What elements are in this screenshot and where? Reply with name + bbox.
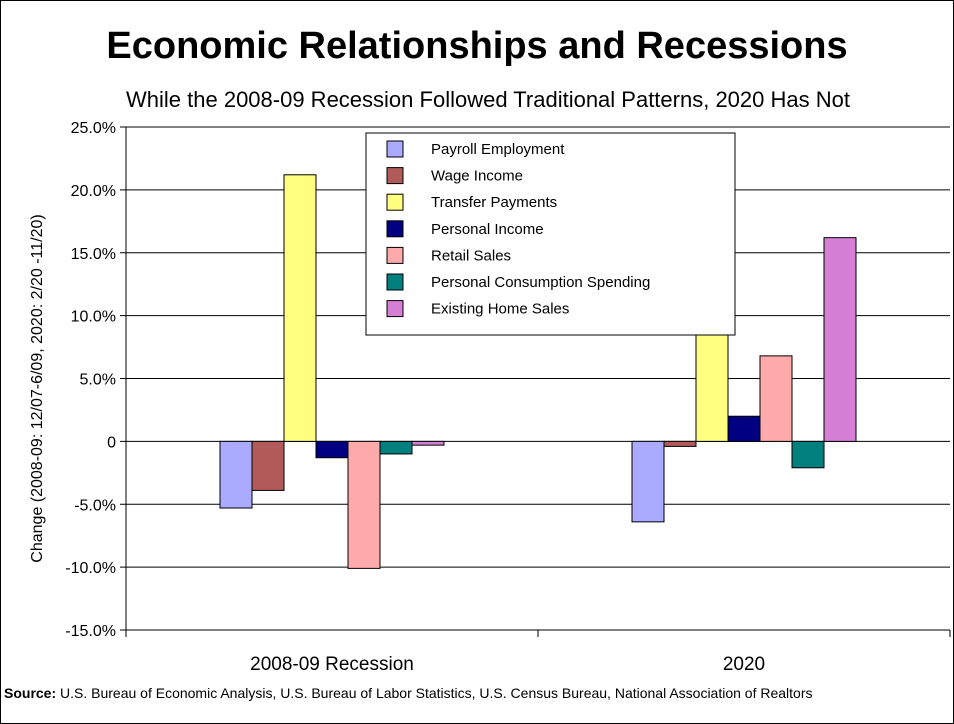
y-tick-label: 10.0% [71,309,116,326]
source-text: U.S. Bureau of Economic Analysis, U.S. B… [60,685,813,701]
legend-swatch [386,193,404,211]
bar [823,237,857,442]
bar [219,440,253,509]
y-tick-label: 5.0% [80,372,116,389]
source-note: Source: U.S. Bureau of Economic Analysis… [4,685,934,702]
legend-label: Transfer Payments [431,194,557,211]
legend-label: Payroll Employment [431,141,565,158]
y-tick-label: -15.0% [65,623,116,640]
y-tick-label: 15.0% [71,246,116,263]
bar [663,440,697,447]
legend-swatch [386,167,404,185]
legend-box [365,132,736,336]
bar [791,440,825,469]
legend-label: Existing Home Sales [431,301,569,318]
legend-swatch [386,140,404,158]
legend-swatch [386,273,404,291]
chart-subtitle: While the 2008-09 Recession Followed Tra… [126,87,850,112]
bar [759,355,793,442]
y-axis-label: Change (2008-09: 12/07-6/09, 2020: 2/20 … [29,214,46,562]
legend-label: Personal Consumption Spending [431,274,650,291]
legend-swatch [386,300,404,318]
bar [379,440,413,455]
bar [347,440,381,569]
x-tick-label: 2020 [723,654,765,675]
x-tick-label: 2008-09 Recession [250,654,414,675]
y-tick-label: 0 [107,434,116,451]
chart-title: Economic Relationships and Recessions [106,25,847,67]
bar [251,440,285,491]
y-tick-label: -5.0% [74,497,116,514]
legend-swatch [386,220,404,238]
bar [283,174,317,442]
y-tick-label: -10.0% [65,560,116,577]
source-label: Source: [4,685,57,701]
legend-label: Personal Income [431,221,544,238]
legend-label: Wage Income [431,168,523,185]
bar [631,440,665,523]
y-tick-label: 20.0% [71,183,116,200]
y-tick-label: 25.0% [71,120,116,137]
legend-label: Retail Sales [431,247,511,264]
bar [727,415,761,442]
bar [411,440,445,446]
legend-swatch [386,246,404,264]
bar [315,440,349,459]
